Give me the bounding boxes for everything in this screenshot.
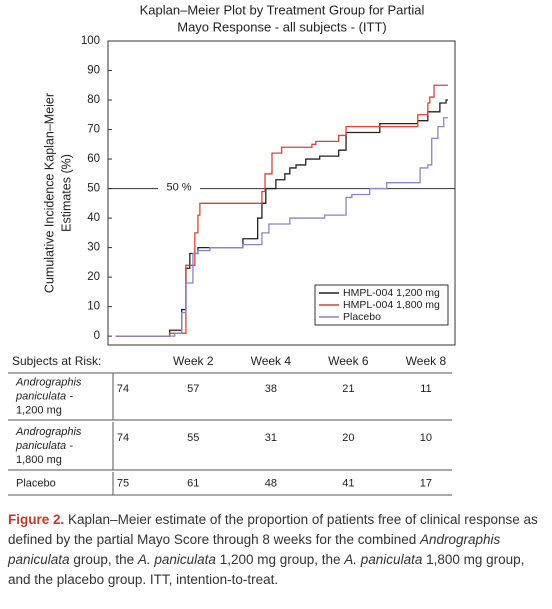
caption-text: 1,800 mg group, and the placebo group. I… [8, 552, 525, 587]
y-tick-label: 30 [87, 242, 100, 254]
caption-text: group, the [69, 552, 138, 567]
row-name: Andrographis [15, 426, 82, 438]
caption-text: Andrographis paniculata [8, 532, 501, 567]
x-tick-label: Week 6 [328, 354, 369, 368]
y-axis-label: Cumulative Incidence Kaplan–Meier [42, 93, 56, 293]
y-tick-label: 80 [87, 94, 100, 106]
row-name: 1,800 mg [16, 454, 62, 466]
risk-count: 20 [342, 432, 354, 444]
reference-label: 50 % [166, 181, 191, 193]
risk-count: 21 [342, 383, 354, 395]
y-tick-label: 40 [87, 212, 100, 224]
chart-title: Mayo Response - all subjects - (ITT) [177, 19, 387, 34]
km-curve [115, 84, 449, 337]
y-tick-label: 20 [87, 271, 100, 283]
legend-label: HMPL-004 1,800 mg [343, 299, 440, 311]
risk-count: 74 [117, 432, 129, 444]
risk-count: 55 [187, 432, 199, 444]
risk-table-label: Subjects at Risk: [12, 354, 101, 368]
row-name: Andrographis [15, 376, 82, 388]
chart-title: Kaplan–Meier Plot by Treatment Group for… [140, 2, 425, 17]
caption-text: 1,200 mg group, the [215, 552, 345, 567]
risk-count: 41 [342, 477, 354, 489]
risk-count: 38 [265, 383, 277, 395]
row-name: 1,200 mg [16, 404, 62, 416]
row-name: Placebo [16, 477, 56, 489]
caption-text: A. paniculata [137, 552, 216, 567]
chart: Kaplan–Meier Plot by Treatment Group for… [8, 2, 456, 496]
y-tick-label: 60 [87, 153, 100, 165]
row-name: paniculata - [15, 440, 73, 452]
risk-count: 74 [117, 383, 129, 395]
risk-count: 61 [187, 477, 199, 489]
risk-count: 10 [420, 432, 432, 444]
risk-count: 31 [265, 432, 277, 444]
x-tick-label: Week 8 [406, 354, 447, 368]
risk-count: 17 [420, 477, 432, 489]
caption-text: Kaplan–Meier estimate of the proportion … [8, 512, 538, 547]
caption-label: Figure 2. [8, 512, 65, 527]
risk-count: 57 [187, 383, 199, 395]
caption: Figure 2. Kaplan–Meier estimate of the p… [8, 510, 544, 590]
y-tick-label: 70 [87, 124, 100, 136]
plot-frame [107, 40, 456, 346]
y-tick-label: 90 [87, 65, 100, 77]
y-tick-label: 100 [81, 35, 100, 47]
y-tick-label: 0 [94, 330, 100, 342]
legend-label: Placebo [343, 311, 381, 323]
risk-count: 11 [420, 383, 431, 395]
risk-count: 48 [265, 477, 277, 489]
legend-label: HMPL-004 1,200 mg [343, 287, 440, 299]
x-tick-label: Week 2 [173, 354, 214, 368]
y-tick-label: 50 [87, 183, 100, 195]
km-curve [115, 117, 449, 337]
caption-text: A. paniculata [344, 552, 423, 567]
row-name: paniculata - [15, 390, 73, 402]
y-axis-label: Estimates (%) [59, 154, 73, 232]
y-tick-label: 10 [87, 301, 100, 313]
risk-count: 75 [117, 477, 129, 489]
x-tick-label: Week 4 [251, 354, 292, 368]
